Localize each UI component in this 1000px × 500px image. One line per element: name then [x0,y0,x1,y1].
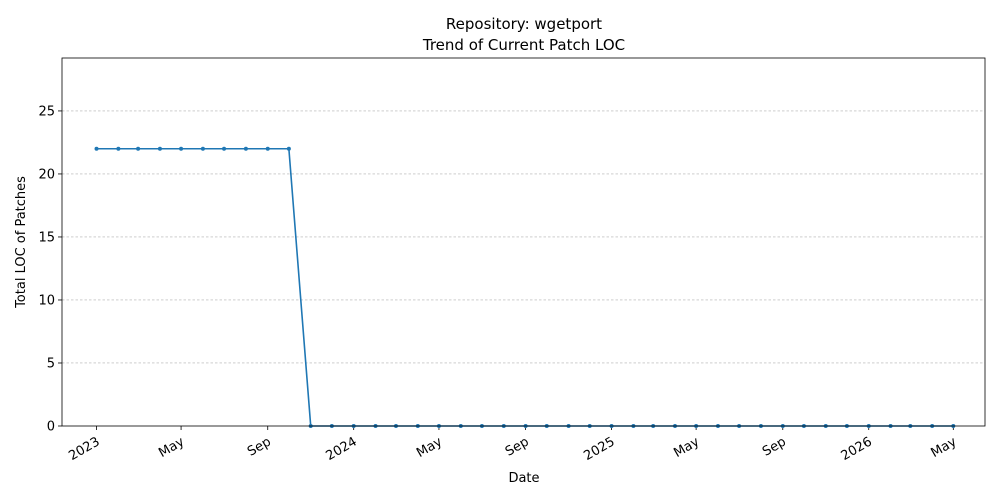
x-tick-label: May [414,434,445,461]
data-point [116,146,121,151]
x-tick-label: May [156,434,187,461]
x-axis-ticks: 2023 May Sep 2024 May Sep 2025 May Sep 2026 May [66,426,960,464]
x-tick-label: Sep [760,434,789,459]
y-tick-label: 10 [38,293,55,308]
data-point [222,146,227,151]
x-tick-label: Sep [245,434,274,459]
x-tick-label: 2026 [839,434,875,464]
y-tick-label: 5 [47,356,55,371]
data-point [157,146,162,151]
series-group [94,146,956,428]
y-tick-label: 0 [47,420,55,435]
x-tick-label: 2023 [66,434,102,464]
series-line [96,147,954,427]
y-axis-label: Total LOC of Patches [14,176,29,309]
x-tick-label: Sep [503,434,532,459]
data-point [136,146,141,151]
x-axis-label: Date [508,471,539,486]
plot-frame [61,57,986,427]
data-point [286,146,291,151]
data-point [179,146,184,151]
y-tick-label: 15 [38,230,55,245]
x-tick-label: 2025 [581,434,617,464]
data-point [200,146,205,151]
y-tick-label: 25 [38,104,55,119]
data-point [265,146,270,151]
data-point [94,146,99,151]
y-tick-label: 20 [38,167,55,182]
data-point [243,146,248,151]
x-tick-label: 2024 [324,434,360,464]
chart-title: Repository: wgetport [446,15,602,33]
x-tick-label: May [929,434,960,461]
x-tick-label: May [671,434,702,461]
chart-subtitle: Trend of Current Patch LOC [422,36,625,54]
grid-lines [62,110,985,364]
y-axis-ticks: 0 5 10 15 20 25 [38,104,62,435]
